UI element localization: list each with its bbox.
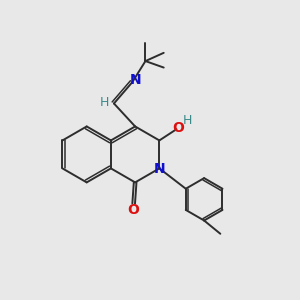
Text: H: H <box>100 95 109 109</box>
Text: O: O <box>128 203 140 217</box>
Text: N: N <box>129 73 141 87</box>
Text: O: O <box>172 121 184 135</box>
Text: H: H <box>183 115 192 128</box>
Text: N: N <box>154 162 165 176</box>
